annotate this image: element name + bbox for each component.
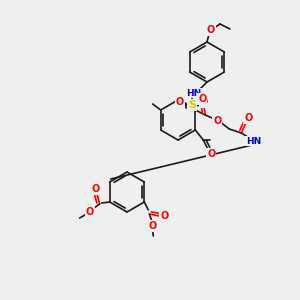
Text: O: O: [85, 207, 94, 217]
Text: HN: HN: [186, 88, 202, 98]
Text: O: O: [198, 94, 206, 104]
Text: O: O: [213, 116, 221, 126]
Text: O: O: [160, 211, 168, 221]
Text: O: O: [207, 149, 215, 159]
Text: O: O: [200, 97, 208, 107]
Text: O: O: [92, 184, 100, 194]
Text: O: O: [207, 25, 215, 35]
Text: S: S: [188, 100, 196, 110]
Text: O: O: [176, 97, 184, 107]
Text: O: O: [244, 113, 252, 123]
Text: HN: HN: [246, 136, 261, 146]
Text: O: O: [148, 221, 156, 231]
